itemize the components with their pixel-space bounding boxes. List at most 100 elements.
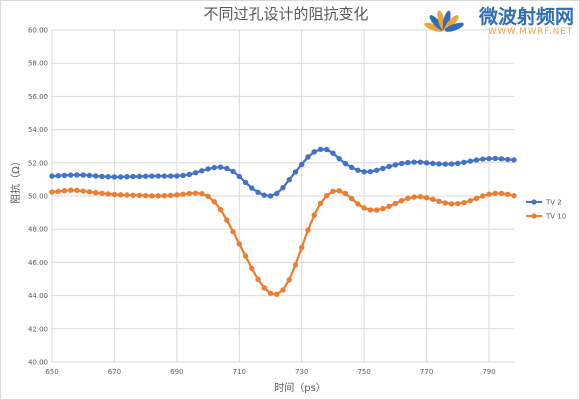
y-axis-title: 阻抗（Ω） bbox=[9, 156, 22, 204]
data-point-tv2 bbox=[93, 173, 99, 179]
logo-petal bbox=[442, 10, 451, 31]
logo-petal bbox=[429, 15, 444, 31]
data-point-tv10 bbox=[505, 191, 511, 198]
data-point-tv2 bbox=[386, 163, 392, 170]
legend-item-tv2: TV 2 bbox=[526, 199, 562, 207]
legend: TV 2 TV 10 bbox=[526, 199, 566, 221]
data-point-tv10 bbox=[299, 244, 305, 251]
data-point-tv2 bbox=[261, 192, 267, 198]
x-tick-label: 690 bbox=[170, 368, 183, 376]
data-point-tv2 bbox=[492, 155, 498, 162]
data-point-tv10 bbox=[480, 193, 486, 199]
data-point-tv10 bbox=[317, 200, 324, 207]
data-point-tv10 bbox=[267, 290, 274, 296]
x-tick-label: 770 bbox=[420, 368, 433, 376]
data-point-tv10 bbox=[324, 192, 330, 199]
data-point-tv10 bbox=[80, 188, 86, 194]
data-point-tv10 bbox=[455, 200, 461, 207]
data-point-tv10 bbox=[292, 262, 299, 268]
data-point-tv2 bbox=[461, 159, 467, 165]
data-point-tv2 bbox=[161, 173, 168, 179]
data-point-tv2 bbox=[136, 173, 143, 180]
series-tv2 bbox=[49, 146, 517, 199]
x-tick-label: 710 bbox=[233, 368, 246, 376]
data-point-tv10 bbox=[436, 198, 442, 205]
data-point-tv2 bbox=[380, 165, 386, 172]
logo-petal bbox=[444, 22, 464, 32]
data-point-tv2 bbox=[480, 156, 486, 162]
data-point-tv10 bbox=[442, 200, 449, 206]
data-point-tv2 bbox=[86, 172, 93, 179]
y-tick-label: 54.00 bbox=[28, 126, 48, 134]
x-axis-title: 时间（ps） bbox=[274, 381, 326, 394]
data-point-tv10 bbox=[423, 194, 430, 201]
data-point-tv10 bbox=[342, 190, 349, 197]
data-point-tv10 bbox=[492, 190, 498, 197]
data-point-tv2 bbox=[392, 162, 399, 168]
y-tick-label: 56.00 bbox=[28, 93, 48, 101]
data-point-tv2 bbox=[330, 150, 336, 156]
legend-swatch-marker bbox=[531, 213, 537, 219]
x-tick-label: 750 bbox=[357, 368, 370, 376]
data-point-tv10 bbox=[86, 189, 93, 195]
data-point-tv2 bbox=[442, 161, 449, 167]
brand-url: WWW.MWRF.NET bbox=[488, 27, 573, 37]
data-point-tv2 bbox=[167, 173, 174, 179]
data-point-tv2 bbox=[373, 167, 380, 173]
data-point-tv2 bbox=[74, 172, 80, 178]
data-point-tv10 bbox=[149, 193, 155, 199]
watermark: 微波射频网 WWW.MWRF.NET bbox=[424, 5, 574, 37]
data-point-tv2 bbox=[317, 146, 324, 153]
data-point-tv2 bbox=[249, 185, 255, 191]
y-tick-label: 44.00 bbox=[28, 292, 48, 300]
y-tick-label: 52.00 bbox=[28, 159, 48, 167]
data-point-tv2 bbox=[68, 172, 74, 178]
data-point-tv2 bbox=[473, 157, 480, 163]
data-point-tv2 bbox=[255, 189, 261, 196]
data-point-tv10 bbox=[217, 206, 224, 213]
data-point-tv2 bbox=[505, 156, 511, 163]
data-point-tv2 bbox=[405, 159, 411, 166]
data-point-tv2 bbox=[149, 173, 155, 179]
data-point-tv2 bbox=[99, 173, 105, 180]
data-point-tv10 bbox=[336, 187, 342, 194]
data-point-tv2 bbox=[124, 174, 130, 180]
y-tick-label: 60.00 bbox=[28, 27, 48, 35]
data-point-tv2 bbox=[230, 168, 236, 175]
logo-petal bbox=[424, 22, 444, 32]
fan-flower-logo-icon bbox=[424, 10, 464, 32]
data-point-tv10 bbox=[155, 193, 161, 199]
data-point-tv2 bbox=[49, 173, 55, 179]
data-point-tv10 bbox=[348, 195, 355, 202]
data-point-tv10 bbox=[99, 190, 105, 197]
brand-name: 微波射频网 bbox=[478, 5, 574, 28]
data-point-tv10 bbox=[49, 189, 55, 195]
data-point-tv2 bbox=[192, 170, 199, 176]
legend-label: TV 2 bbox=[545, 199, 562, 207]
data-point-tv2 bbox=[336, 155, 342, 162]
data-point-tv10 bbox=[55, 188, 61, 195]
data-point-tv10 bbox=[111, 191, 118, 198]
data-point-tv2 bbox=[361, 169, 367, 175]
legend-item-tv10: TV 10 bbox=[526, 213, 566, 221]
logo-petal bbox=[444, 15, 459, 31]
data-point-tv2 bbox=[286, 177, 292, 183]
data-point-tv2 bbox=[324, 146, 330, 153]
data-point-tv10 bbox=[224, 217, 230, 223]
data-point-tv2 bbox=[436, 161, 442, 167]
data-point-tv10 bbox=[305, 227, 311, 233]
data-point-tv2 bbox=[267, 193, 274, 199]
data-point-tv10 bbox=[498, 190, 505, 197]
data-point-tv10 bbox=[467, 197, 473, 204]
data-point-tv2 bbox=[398, 160, 405, 167]
data-point-tv2 bbox=[305, 154, 311, 160]
data-point-tv2 bbox=[455, 160, 461, 166]
data-point-tv2 bbox=[211, 164, 218, 171]
data-point-tv2 bbox=[80, 172, 86, 178]
y-tick-label: 48.00 bbox=[28, 226, 48, 234]
data-point-tv10 bbox=[242, 253, 249, 259]
y-tick-label: 58.00 bbox=[28, 60, 48, 68]
data-point-tv2 bbox=[142, 173, 149, 179]
data-point-tv10 bbox=[286, 277, 292, 283]
